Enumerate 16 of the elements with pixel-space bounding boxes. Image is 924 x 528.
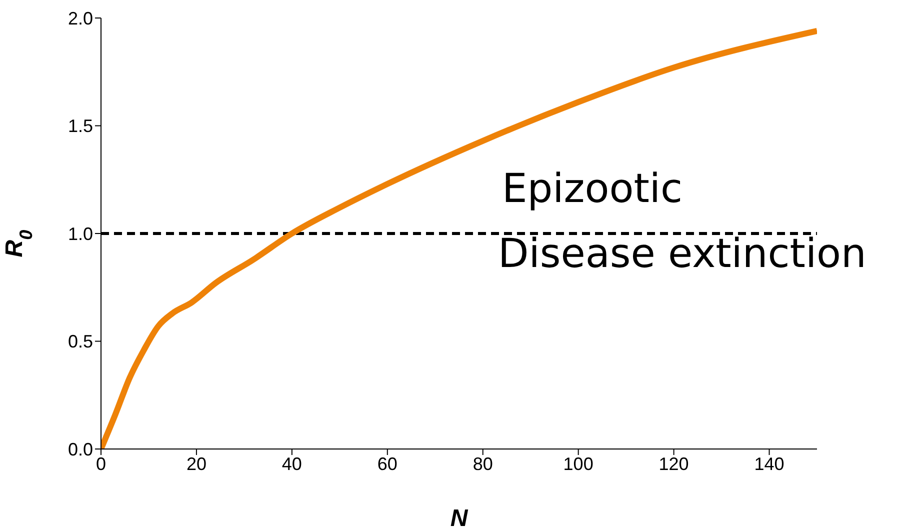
x-tick-label: 140 (754, 454, 784, 474)
x-tick-label: 40 (282, 454, 302, 474)
x-tick-label: 20 (186, 454, 206, 474)
x-axis-title: N (450, 505, 468, 528)
y-tick-label: 0.5 (68, 332, 93, 352)
annotation: Disease extinction (498, 230, 866, 278)
x-tick-label: 120 (658, 454, 689, 474)
y-tick-label: 2.0 (68, 8, 93, 28)
y-tick-label: 1.0 (68, 224, 93, 244)
y-tick-label: 1.5 (68, 116, 93, 136)
x-tick-label: 80 (472, 454, 493, 474)
x-tick-label: 0 (96, 454, 106, 474)
x-tick-label: 100 (563, 454, 594, 474)
x-tick-label: 60 (377, 454, 398, 474)
y-tick-label: 0.0 (68, 439, 93, 460)
annotation: Epizootic (502, 165, 683, 213)
